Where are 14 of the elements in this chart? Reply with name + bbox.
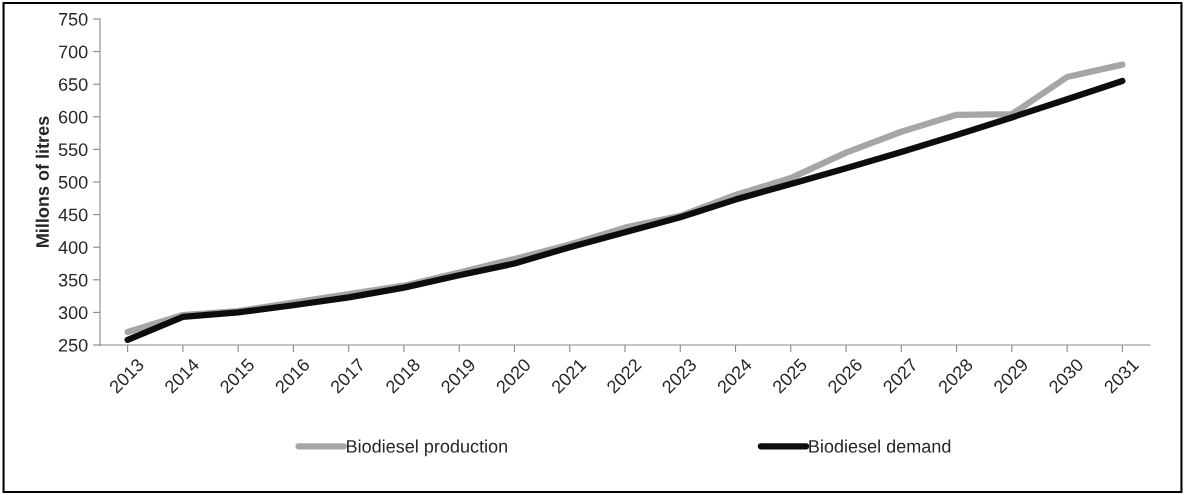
y-tick-label: 400: [58, 241, 88, 254]
y-tick-label: 300: [58, 306, 88, 320]
y-axis-title: Millons of litres: [35, 116, 49, 247]
y-tick-label: 250: [58, 338, 88, 352]
y-tick-label: 700: [59, 45, 88, 59]
y-tick-label: 450: [58, 208, 88, 222]
legend-label: Biodiesel production: [347, 439, 507, 457]
y-tick-label: 500: [58, 175, 88, 189]
y-tick-label: 350: [58, 273, 88, 287]
y-tick-label: 550: [58, 143, 88, 157]
y-tick-label: 650: [58, 78, 88, 91]
y-tick-label: 600: [58, 110, 88, 124]
y-tick-label: 750: [59, 12, 88, 26]
legend-label: Biodiesel demand: [809, 439, 951, 453]
